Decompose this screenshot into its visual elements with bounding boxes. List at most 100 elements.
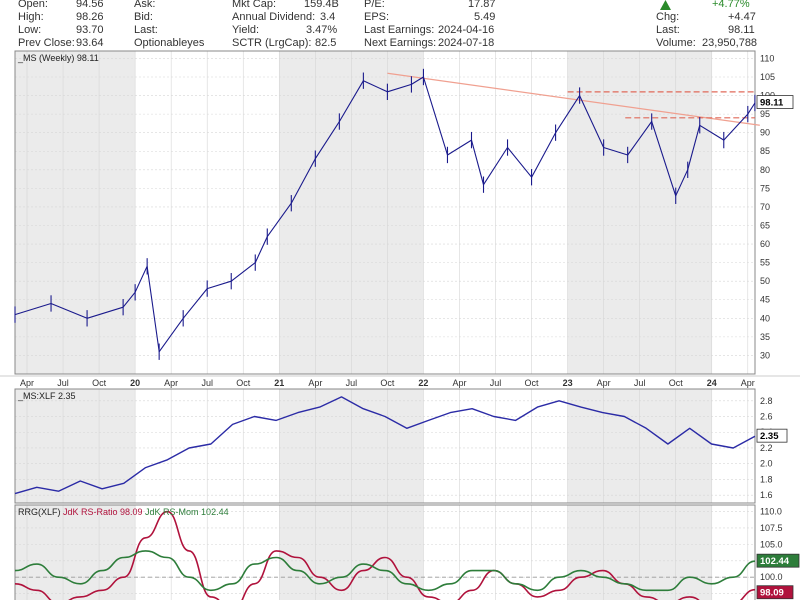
next-earnings-label: Next Earnings:: [364, 37, 437, 49]
rrg-label: RRG(XLF): [18, 507, 63, 517]
rs-mom-last-tag-box: [756, 553, 800, 568]
rs-mom-legend: JdK RS-Mom 102.44: [145, 507, 229, 517]
sctr-label: SCTR (LrgCap):: [232, 37, 312, 49]
last-earnings-value: 2024-04-16: [438, 24, 495, 36]
quote-info-panel: Open: 94.56 High: 98.26 Low: 93.70 Prev …: [0, 0, 800, 50]
open-value: 94.56: [76, 0, 104, 10]
y-tick-label: 70: [760, 202, 770, 212]
x-tick-label: Apr: [597, 378, 611, 388]
open-label: Open:: [18, 0, 48, 10]
pe-label: P/E:: [364, 0, 385, 10]
y-tick-label: 2.8: [760, 396, 773, 406]
optionable-text: Optionableyes: [134, 37, 205, 49]
pe-value: 17.87: [468, 0, 496, 10]
x-tick-label: Oct: [92, 378, 107, 388]
rs-last-tag-box: [756, 428, 788, 443]
x-tick-label: 24: [707, 378, 717, 388]
high-label: High:: [18, 11, 44, 23]
y-tick-label: 105: [760, 72, 775, 82]
last-label: Last:: [134, 24, 158, 36]
x-tick-label: Oct: [525, 378, 540, 388]
rs-pane-title: _MS:XLF 2.35: [17, 391, 76, 401]
y-tick-label: 110.0: [760, 507, 782, 517]
last-earnings-label: Last Earnings:: [364, 24, 435, 36]
x-tick-label: 20: [130, 378, 140, 388]
y-tick-label: 80: [760, 165, 770, 175]
annual-div-label: Annual Dividend:: [232, 11, 316, 23]
pane-frame-2: [14, 504, 756, 600]
mktcap-label: Mkt Cap:: [232, 0, 277, 10]
next-earnings-value: 2024-07-18: [438, 37, 495, 49]
year-shade-2019-pane-1: [15, 389, 136, 503]
mktcap-value: 159.4B: [304, 0, 339, 10]
price-last-tag-box: [756, 95, 794, 109]
annual-div-value: 3.4: [320, 11, 336, 23]
change-percent: +4.77%: [712, 0, 750, 10]
y-tick-label: 1.8: [760, 474, 773, 484]
rs-ratio-line: [14, 510, 756, 600]
bid-label: Bid:: [134, 11, 153, 23]
y-tick-label: 30: [760, 350, 770, 360]
y-tick-label: 100.0: [760, 572, 783, 582]
rs-mom-last-tag: 102.44: [760, 556, 790, 567]
y-tick-label: 107.5: [760, 523, 783, 533]
x-tick-label: Oct: [236, 378, 251, 388]
high-value: 98.26: [76, 11, 104, 23]
x-tick-label: Jul: [201, 378, 213, 388]
y-tick-label: 65: [760, 220, 770, 230]
x-tick-label: Jul: [490, 378, 502, 388]
y-tick-label: 85: [760, 146, 770, 156]
y-tick-label: 75: [760, 183, 770, 193]
y-tick-label: 90: [760, 128, 770, 138]
last-price-label: Last:: [656, 24, 680, 36]
chg-label: Chg:: [656, 11, 680, 23]
x-tick-label: 22: [418, 378, 428, 388]
downtrend-line: [387, 72, 760, 126]
y-tick-label: 2.6: [760, 412, 773, 422]
price-last-tag: 98.11: [760, 98, 784, 109]
rs-ratio-last-tag-box: [756, 585, 794, 600]
last-price-value: 98.11: [728, 24, 755, 36]
x-tick-label: Apr: [20, 378, 34, 388]
pane-frame-0: [14, 50, 756, 375]
rs-line: [14, 396, 756, 495]
y-tick-label: 95: [760, 109, 770, 119]
sctr-value: 82.5: [315, 37, 337, 49]
yield-value: 3.47%: [306, 24, 338, 36]
prev-close-value: 93.64: [76, 37, 104, 49]
yield-label: Yield:: [232, 24, 260, 36]
y-tick-label: 105.0: [760, 539, 783, 549]
y-tick-label: 60: [760, 239, 770, 249]
ask-label: Ask:: [134, 0, 156, 10]
rs-mom-line: [14, 550, 756, 592]
x-tick-label: Jul: [346, 378, 358, 388]
low-value: 93.70: [76, 24, 104, 36]
y-tick-label: 1.6: [760, 490, 773, 500]
y-tick-label: 55: [760, 258, 770, 268]
y-tick-label: 50: [760, 276, 770, 286]
pane-frame-1: [14, 388, 756, 504]
x-tick-label: Apr: [741, 378, 755, 388]
eps-label: EPS:: [364, 11, 390, 23]
chg-value: +4.47: [728, 11, 756, 23]
y-tick-label: 2.2: [760, 443, 773, 453]
x-tick-label: 21: [274, 378, 284, 388]
up-triangle-icon: [660, 0, 671, 14]
rs-ratio-legend: JdK RS-Ratio 98.09: [63, 507, 145, 517]
x-tick-label: Jul: [57, 378, 69, 388]
volume-value: 23,950,788: [702, 37, 758, 49]
rs-last-tag: 2.35: [760, 431, 779, 442]
x-tick-label: Apr: [452, 378, 466, 388]
y-tick-label: 110: [760, 53, 774, 63]
y-tick-label: 45: [760, 295, 770, 305]
x-tick-label: Apr: [308, 378, 322, 388]
x-tick-label: Apr: [164, 378, 178, 388]
rs-ratio-last-tag: 98.09: [760, 588, 784, 599]
prev-close-label: Prev Close:: [18, 37, 75, 49]
price-pane-title: _MS (Weekly) 98.11: [17, 53, 99, 63]
low-label: Low:: [18, 24, 42, 36]
eps-value: 5.49: [474, 11, 496, 23]
price-line: [14, 76, 756, 353]
x-tick-label: Jul: [634, 378, 646, 388]
y-tick-label: 35: [760, 332, 770, 342]
